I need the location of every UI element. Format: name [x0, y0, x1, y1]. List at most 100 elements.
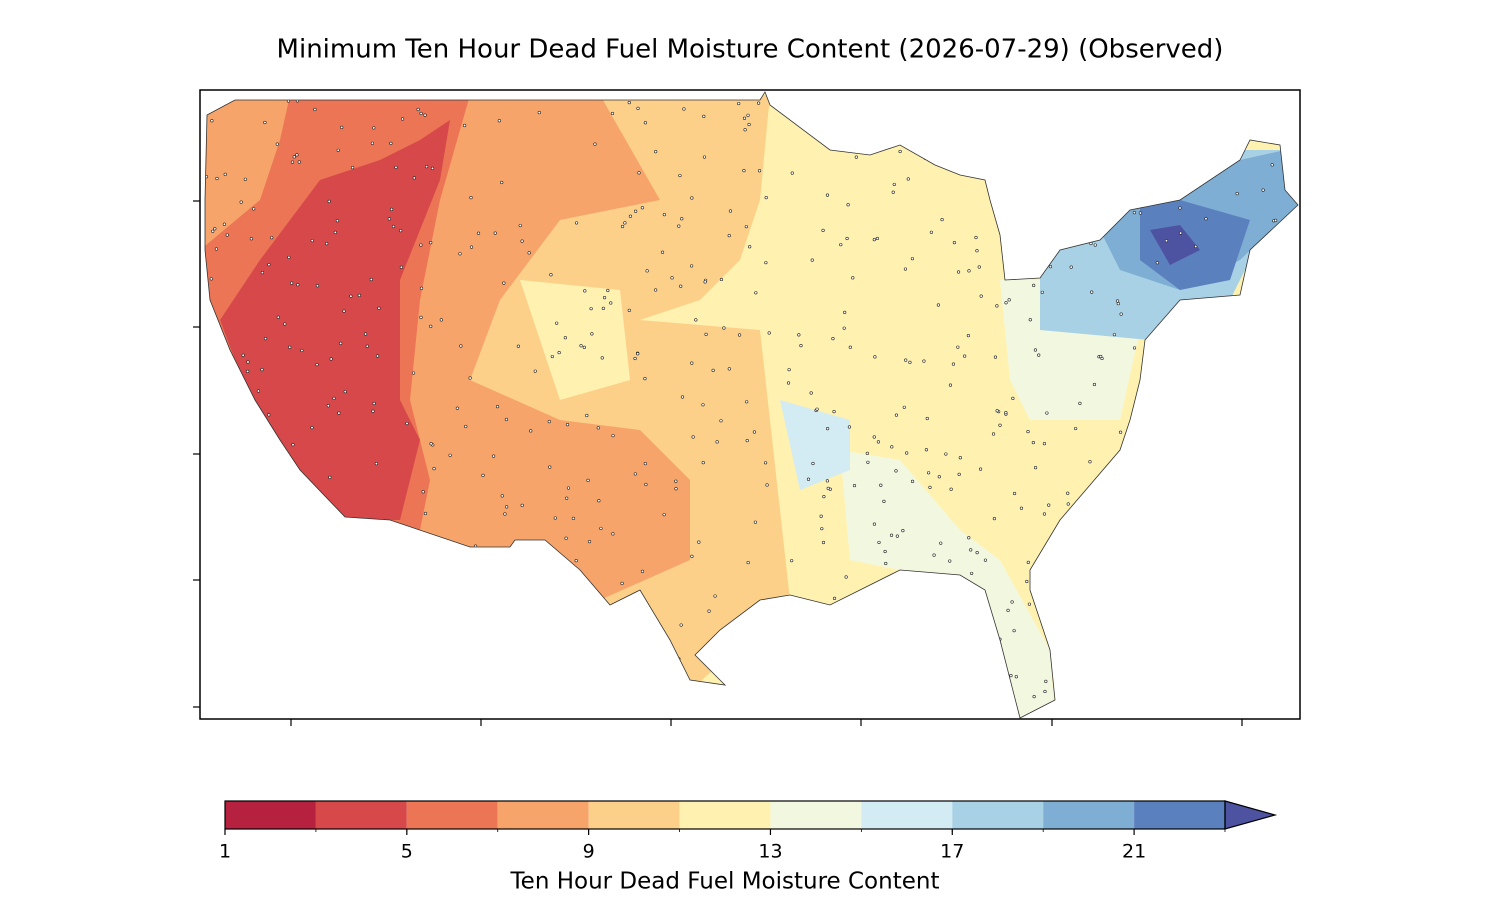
station	[1122, 477, 1126, 481]
station	[369, 277, 373, 282]
station	[973, 701, 977, 705]
station	[606, 288, 610, 293]
station	[429, 442, 433, 446]
station	[922, 359, 926, 363]
station	[992, 517, 996, 521]
station	[263, 337, 268, 341]
station	[690, 554, 694, 558]
station	[928, 485, 932, 489]
station	[1170, 439, 1174, 444]
station	[1201, 589, 1205, 593]
station	[737, 333, 742, 337]
station	[520, 239, 524, 243]
station	[1012, 629, 1016, 633]
station	[620, 224, 625, 229]
station	[1049, 208, 1054, 212]
station	[377, 306, 381, 310]
station	[654, 288, 658, 292]
frame-ticks	[193, 200, 1243, 726]
station	[745, 400, 749, 404]
station	[1125, 514, 1129, 519]
colorbar-segment	[952, 801, 1044, 829]
station	[901, 529, 905, 533]
station	[416, 107, 420, 112]
station	[1028, 318, 1032, 322]
station	[1007, 298, 1011, 302]
colorbar-tick-label: 17	[940, 841, 964, 863]
station	[786, 381, 791, 385]
station	[400, 117, 405, 121]
station	[246, 369, 250, 374]
station	[1286, 220, 1290, 225]
station	[927, 666, 931, 670]
station	[419, 243, 423, 247]
station	[458, 666, 462, 670]
station	[215, 176, 219, 181]
station	[1174, 452, 1178, 457]
station	[764, 261, 768, 265]
station	[1208, 593, 1213, 598]
station	[850, 597, 854, 601]
station	[987, 189, 992, 193]
station	[628, 214, 633, 218]
station	[899, 617, 903, 621]
station	[550, 354, 554, 359]
station	[752, 430, 757, 434]
station	[369, 667, 373, 671]
station	[1026, 560, 1030, 564]
station	[260, 271, 265, 275]
station	[1146, 597, 1150, 601]
station	[1135, 102, 1139, 106]
station	[1226, 522, 1230, 526]
station	[654, 150, 658, 154]
station	[1045, 411, 1049, 415]
station	[826, 486, 830, 490]
station	[1035, 269, 1040, 273]
station	[1033, 264, 1037, 268]
station	[1210, 535, 1214, 539]
station	[844, 575, 848, 579]
station	[1226, 445, 1230, 449]
station	[704, 332, 708, 336]
station	[313, 588, 317, 592]
station	[1248, 109, 1252, 113]
station	[1213, 106, 1217, 110]
station	[1048, 265, 1053, 269]
station	[1096, 597, 1101, 601]
station	[516, 344, 521, 348]
station	[950, 607, 954, 611]
station	[1196, 569, 1200, 573]
station	[910, 479, 915, 483]
station	[335, 219, 340, 223]
station	[979, 294, 983, 298]
station	[674, 479, 678, 483]
station	[239, 200, 243, 204]
station	[744, 665, 748, 669]
station	[797, 333, 801, 337]
station	[263, 560, 268, 565]
station	[1066, 502, 1070, 506]
station	[267, 262, 271, 267]
station	[469, 196, 473, 200]
station	[207, 97, 212, 101]
station	[1183, 603, 1187, 607]
station	[872, 522, 877, 526]
station	[391, 224, 396, 229]
station	[910, 257, 915, 261]
station	[743, 128, 747, 132]
station	[599, 526, 603, 531]
station	[1179, 231, 1183, 235]
station	[1271, 617, 1276, 621]
station	[255, 548, 259, 552]
station	[820, 527, 824, 531]
colorbar-segment	[315, 801, 407, 829]
station	[1145, 194, 1149, 198]
station	[256, 389, 261, 393]
station	[1092, 382, 1097, 387]
station	[1164, 239, 1169, 243]
station	[286, 94, 290, 98]
station	[356, 621, 360, 625]
station	[1197, 656, 1201, 660]
station	[1097, 687, 1102, 691]
station	[593, 142, 597, 146]
